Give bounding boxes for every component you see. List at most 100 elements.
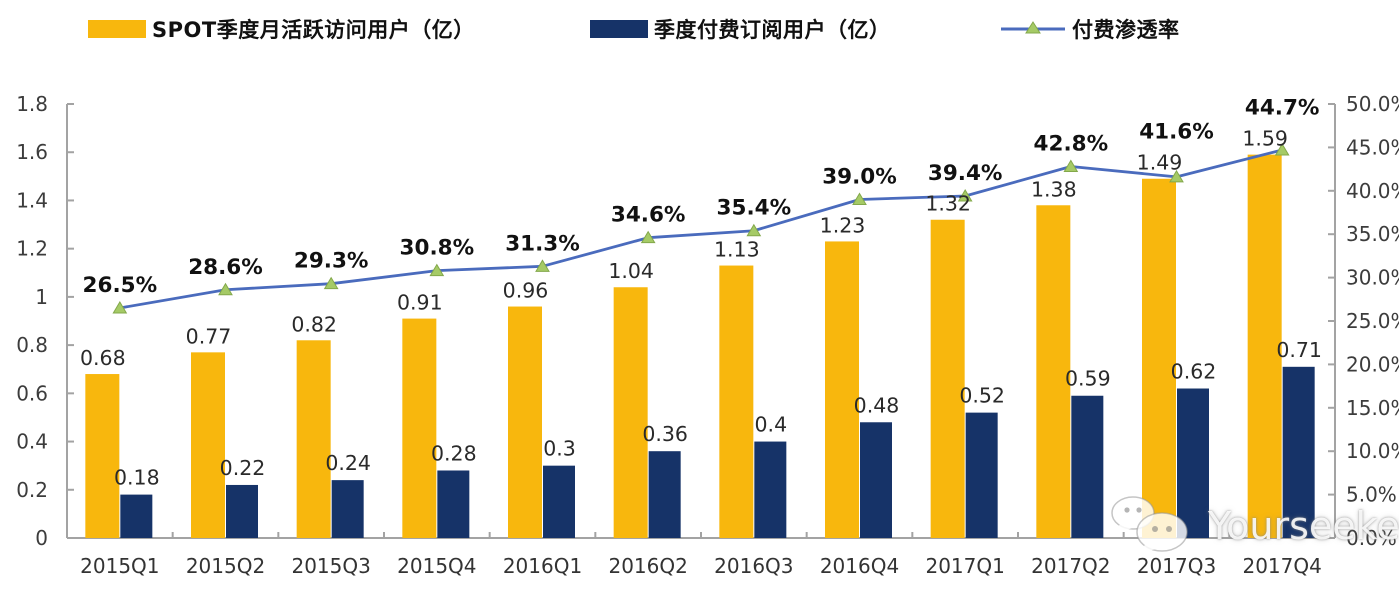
- subs-value-label: 0.62: [1171, 360, 1217, 384]
- pct-label: 26.5%: [83, 273, 158, 298]
- legend-item-subs[interactable]: 季度付费订阅用户（亿）: [590, 14, 891, 44]
- line-marker[interactable]: [218, 282, 233, 296]
- bars-subs: [120, 366, 1315, 538]
- bar-mau[interactable]: [191, 352, 225, 538]
- line-marker[interactable]: [1063, 159, 1079, 172]
- x-axis-label: 2017Q3: [1137, 554, 1216, 578]
- right-axis-label: 20.0%: [1346, 352, 1399, 376]
- bar-mau[interactable]: [1036, 205, 1071, 538]
- line-marker[interactable]: [1169, 169, 1184, 183]
- mau-value-label: 1.23: [820, 213, 866, 237]
- right-axis-label: 15.0%: [1346, 396, 1399, 420]
- x-axis-label: 2016Q3: [714, 554, 793, 578]
- bar-subs[interactable]: [754, 441, 787, 538]
- pct-label: 41.6%: [1139, 120, 1214, 145]
- line-marker[interactable]: [957, 189, 973, 202]
- x-axis-label: 2016Q1: [503, 554, 582, 578]
- pct-label: 35.4%: [717, 196, 792, 221]
- legend-item-mau[interactable]: SPOT季度月活跃访问用户（亿）: [88, 14, 475, 44]
- bar-subs[interactable]: [965, 412, 998, 538]
- line-marker[interactable]: [852, 192, 867, 205]
- left-axis-label: 1: [35, 285, 48, 309]
- bar-mau[interactable]: [825, 241, 859, 538]
- x-axis-label: 2016Q4: [820, 554, 899, 578]
- x-axis-label: 2017Q4: [1242, 554, 1321, 578]
- subs-value-label: 0.52: [959, 384, 1005, 408]
- legend-item-rate[interactable]: 付费渗透率: [1000, 14, 1180, 44]
- mau-value-label: 0.91: [397, 291, 443, 315]
- legend-label-rate: 付费渗透率: [1072, 18, 1180, 42]
- right-axis-label: 35.0%: [1346, 222, 1399, 246]
- bar-mau[interactable]: [296, 340, 331, 538]
- mau-value-label: 1.59: [1242, 127, 1288, 151]
- mau-value-label: 0.68: [80, 346, 126, 370]
- value-labels-mau: 0.68 0.77 0.82 0.91 0.96 1.04 1.13 1.23 1.32 1.38…: [80, 127, 1288, 370]
- pct-label: 44.7%: [1245, 96, 1320, 121]
- bar-mau[interactable]: [508, 306, 542, 538]
- pct-label: 29.3%: [294, 249, 369, 274]
- line-marker[interactable]: [746, 223, 762, 237]
- bar-subs[interactable]: [437, 470, 470, 538]
- subs-value-label: 0.71: [1276, 338, 1322, 362]
- legend-label-mau: SPOT季度月活跃访问用户（亿）: [152, 18, 475, 42]
- right-axis-label: 5.0%: [1346, 483, 1397, 507]
- left-axis-labels: 0 0.2 0.4 0.6 0.8 1 1.2 1.4 1.6 1.8: [16, 92, 48, 550]
- bar-mau[interactable]: [613, 287, 648, 538]
- left-axis-label: 0: [35, 526, 48, 550]
- bar-mau[interactable]: [85, 374, 120, 538]
- bar-subs[interactable]: [1282, 366, 1315, 538]
- bar-mau[interactable]: [402, 318, 437, 538]
- rate-line-swatch: [1000, 19, 1066, 39]
- pct-labels: 26.5% 28.6% 29.3% 30.8% 31.3% 34.6% 35.4% 39.0%…: [83, 96, 1320, 298]
- right-axis-label: 25.0%: [1346, 309, 1399, 333]
- left-axis-label: 0.2: [16, 478, 48, 502]
- bar-mau[interactable]: [930, 219, 965, 538]
- pct-label: 39.0%: [822, 164, 897, 189]
- subs-value-label: 0.4: [755, 413, 788, 437]
- bar-subs[interactable]: [331, 480, 364, 538]
- pct-label: 39.4%: [928, 161, 1003, 186]
- line-marker[interactable]: [323, 276, 339, 290]
- line-marker[interactable]: [535, 259, 550, 272]
- mau-value-label: 1.32: [925, 192, 971, 216]
- bar-mau[interactable]: [1142, 178, 1176, 538]
- x-axis-label: 2015Q4: [397, 554, 476, 578]
- subs-value-label: 0.18: [114, 466, 160, 490]
- x-axis-label: 2015Q2: [186, 554, 265, 578]
- line-marker[interactable]: [640, 230, 656, 244]
- left-axis-label: 0.6: [16, 381, 48, 405]
- line-marker[interactable]: [1274, 143, 1290, 156]
- bar-subs[interactable]: [120, 494, 153, 538]
- right-axis-label: 0.0%: [1346, 526, 1397, 550]
- legend: SPOT季度月活跃访问用户（亿） 季度付费订阅用户（亿） 付费渗透率: [0, 0, 1399, 52]
- bar-subs[interactable]: [226, 484, 258, 538]
- mau-bar-swatch: [88, 20, 146, 38]
- legend-label-subs: 季度付费订阅用户（亿）: [654, 18, 891, 42]
- pct-label: 30.8%: [400, 236, 475, 261]
- mau-value-label: 1.13: [714, 238, 760, 262]
- line-marker[interactable]: [112, 300, 128, 314]
- right-axis-label: 50.0%: [1346, 92, 1399, 116]
- mau-value-label: 1.38: [1031, 177, 1077, 201]
- subs-value-label: 0.24: [325, 451, 371, 475]
- bar-subs[interactable]: [543, 465, 575, 538]
- bar-subs[interactable]: [860, 422, 892, 538]
- right-axis-label: 10.0%: [1346, 439, 1399, 463]
- mau-value-label: 0.77: [186, 324, 232, 348]
- bar-subs[interactable]: [1177, 388, 1209, 538]
- bar-mau[interactable]: [1247, 154, 1282, 538]
- bar-subs[interactable]: [648, 451, 681, 538]
- x-axis-label: 2015Q1: [80, 554, 159, 578]
- bar-mau[interactable]: [719, 265, 754, 538]
- right-axis-label: 40.0%: [1346, 179, 1399, 203]
- bars-mau: [85, 154, 1282, 538]
- left-axis-label: 0.8: [16, 333, 48, 357]
- line-marker[interactable]: [429, 263, 445, 277]
- penetration-line: [119, 148, 1283, 310]
- bar-subs[interactable]: [1071, 395, 1104, 538]
- right-axis-labels: 0.0% 5.0% 10.0% 15.0% 20.0% 25.0% 30.0% 35.0% 40…: [1346, 92, 1399, 550]
- x-axis-label: 2017Q1: [925, 554, 1004, 578]
- subs-value-label: 0.48: [854, 393, 900, 417]
- subs-value-label: 0.3: [543, 437, 576, 461]
